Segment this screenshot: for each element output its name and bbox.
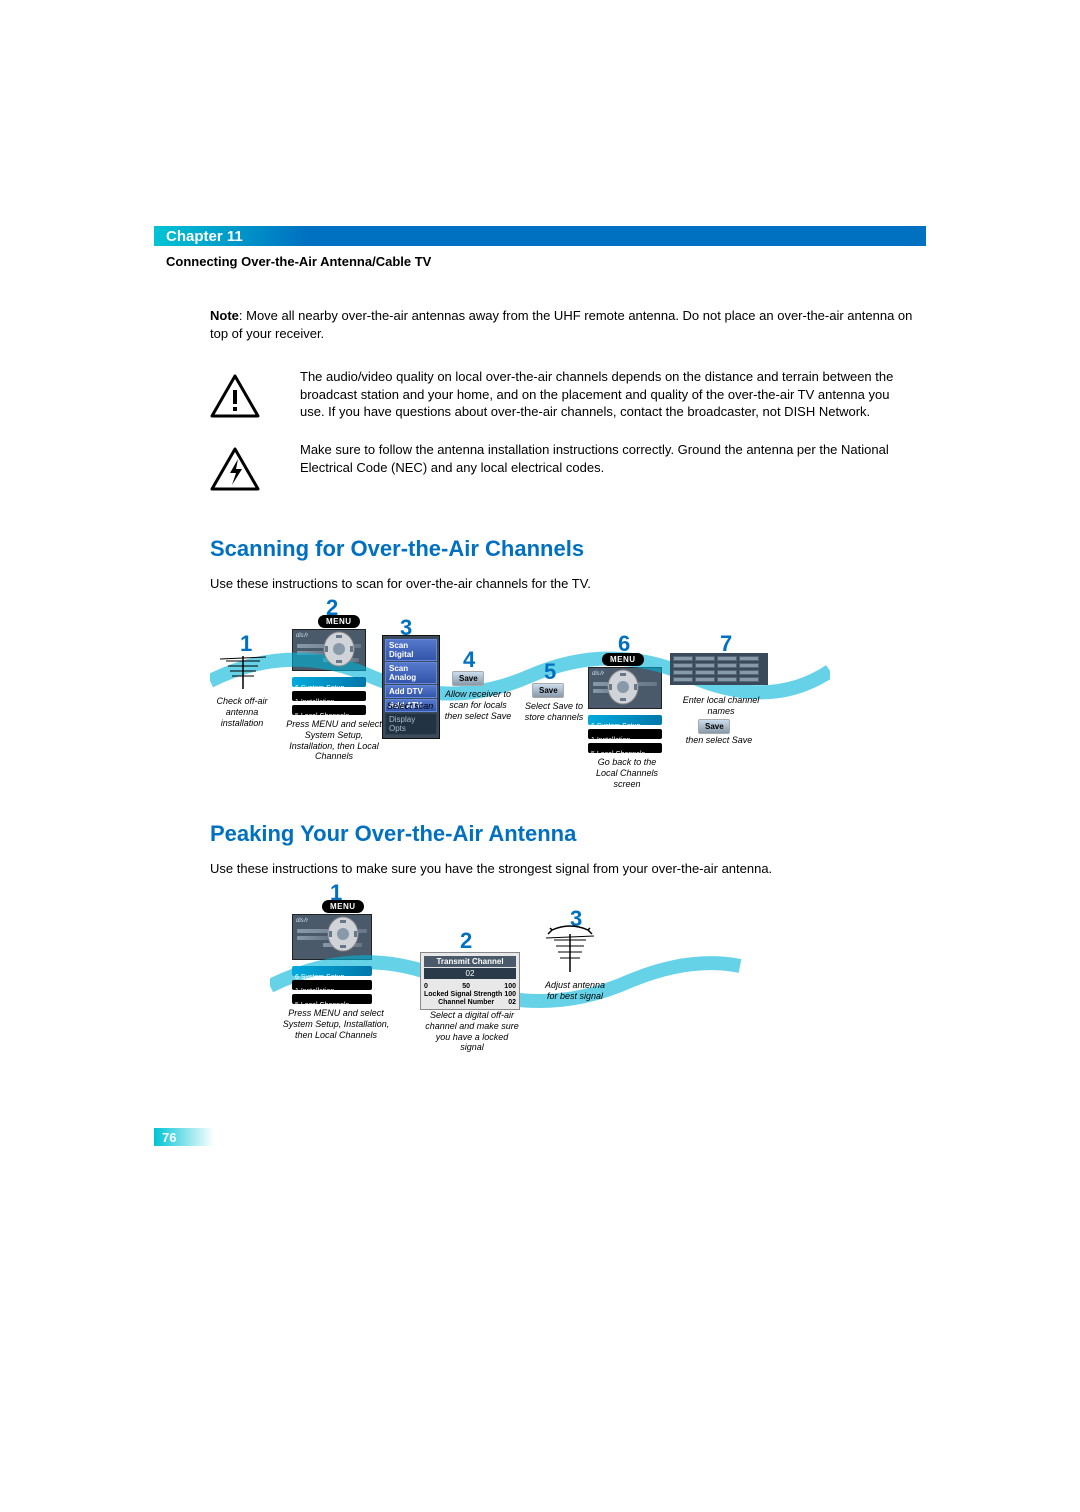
scan-analog: Scan Analog [385, 662, 437, 684]
scanning-diagram: 1 Check off-air antenna installation 2 M… [210, 601, 926, 791]
page-number: 76 [162, 1130, 176, 1145]
scanning-heading: Scanning for Over-the-Air Channels [210, 536, 926, 562]
note-block: Note: Move all nearby over-the-air anten… [210, 307, 916, 342]
signal-channel-value: 02 [424, 968, 516, 979]
step-5-number: 5 [544, 659, 556, 685]
menu-pill-1: MENU [318, 615, 360, 628]
chapter-bar: Chapter 11 [154, 226, 926, 246]
warning-triangle-icon [210, 374, 260, 423]
strength-label: Signal Strength [451, 991, 503, 998]
signal-scale: 0 50 100 [424, 983, 516, 990]
installation-btn-3: 1 Installation [292, 980, 372, 990]
note-prefix: Note [210, 308, 239, 323]
save-btn-2: Save [532, 683, 564, 698]
chnum-label: Channel Number [438, 999, 494, 1006]
save-btn-1: Save [452, 671, 484, 686]
antenna-icon [218, 651, 268, 691]
scan-menu: Scan Digital Scan Analog Add DTV Add ATV… [382, 635, 440, 739]
channel-grid [670, 653, 768, 685]
step-4-number: 4 [463, 647, 475, 673]
signal-box: Transmit Channel 02 0 50 100 Locked Sign… [420, 952, 520, 1010]
caption-4: Allow receiver to scan for locals then s… [442, 689, 514, 721]
page-footer: 76 [154, 1128, 214, 1146]
warning-text-1: The audio/video quality on local over-th… [300, 368, 916, 421]
system-setup-btn: 6 System Setup [292, 677, 366, 687]
page: Chapter 11 Connecting Over-the-Air Anten… [0, 0, 1080, 1512]
peaking-sub: Use these instructions to make sure you … [210, 861, 926, 876]
chnum-val: 02 [508, 999, 516, 1006]
warning-row-1: The audio/video quality on local over-th… [210, 368, 916, 423]
scale-100: 100 [504, 983, 516, 990]
caption-5: Select Save to store channels [524, 701, 584, 723]
electrical-warning-icon [210, 447, 260, 496]
save-btn-3: Save [698, 719, 730, 734]
locked-row: Locked Signal Strength 100 [424, 991, 516, 998]
add-dtv: Add DTV [385, 685, 437, 698]
locked-label: Locked [424, 991, 449, 998]
peak-caption-1: Press MENU and select System Setup, Inst… [276, 1008, 396, 1040]
warning-row-2: Make sure to follow the antenna installa… [210, 441, 916, 496]
menu-pill-2: MENU [602, 653, 644, 666]
display-opts: Display Opts [385, 713, 437, 735]
caption-7b: then select Save [684, 735, 754, 746]
scan-digital: Scan Digital [385, 639, 437, 661]
caption-7a: Enter local channel names [680, 695, 762, 717]
peak-step-2: 2 [460, 928, 472, 954]
remote-icon-3 [326, 914, 360, 954]
antenna-icon-2 [540, 920, 600, 976]
scale-0: 0 [424, 983, 428, 990]
strength-val: 100 [504, 991, 516, 998]
signal-title: Transmit Channel [424, 956, 516, 967]
caption-3: Select scan [380, 701, 440, 712]
caption-2: Press MENU and select System Setup, Inst… [286, 719, 382, 762]
chnum-row: Channel Number 02 [424, 999, 516, 1006]
local-channels-btn-3: 5 Local Channels [292, 994, 372, 1004]
peaking-diagram: 1 MENU disℎ 6 System Setup 1 Installatio… [210, 886, 926, 1096]
scale-50: 50 [462, 983, 470, 990]
warning-text-2: Make sure to follow the antenna installa… [300, 441, 916, 476]
local-channels-btn-2: 5 Local Channels [588, 743, 662, 753]
installation-btn-2: 1 Installation [588, 729, 662, 739]
peak-caption-2: Select a digital off-air channel and mak… [424, 1010, 520, 1053]
local-channels-btn: 5 Local Channels [292, 705, 366, 715]
system-setup-btn-2: 6 System Setup [588, 715, 662, 725]
peaking-heading: Peaking Your Over-the-Air Antenna [210, 821, 926, 847]
installation-btn: 1 Installation [292, 691, 366, 701]
page-subtitle: Connecting Over-the-Air Antenna/Cable TV [166, 254, 926, 269]
caption-6: Go back to the Local Channels screen [588, 757, 666, 789]
remote-icon [322, 629, 356, 669]
system-setup-btn-3: 6 System Setup [292, 966, 372, 976]
scanning-sub: Use these instructions to scan for over-… [210, 576, 926, 591]
caption-1: Check off-air antenna installation [206, 696, 278, 728]
remote-icon-2 [606, 667, 640, 707]
menu-pill-3: MENU [322, 900, 364, 913]
peak-caption-3: Adjust antenna for best signal [540, 980, 610, 1002]
chapter-label: Chapter 11 [166, 228, 243, 245]
note-text: : Move all nearby over-the-air antennas … [210, 308, 912, 341]
